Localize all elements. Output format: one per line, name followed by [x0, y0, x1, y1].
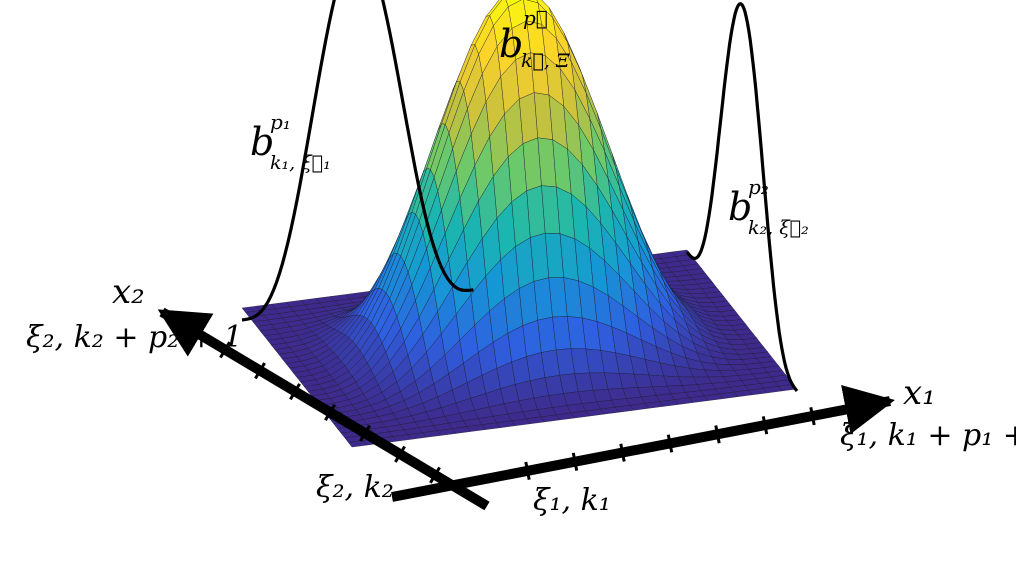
curve-2-label-sub: k₂, ξ⃗₂ [748, 217, 809, 239]
axis-tick [619, 443, 626, 462]
surface-label-sup: p⃗ [523, 6, 548, 30]
axis-tick [219, 341, 231, 359]
x1-start-knot-label: ξ₁, k₁ [533, 483, 611, 518]
axis-tick [524, 461, 531, 480]
axis-tick [571, 452, 579, 471]
axis-tick [394, 445, 406, 463]
curve-1-label-base: b [250, 120, 275, 164]
curve-1-label: b p₁ k₁, ξ⃗₁ [250, 110, 331, 174]
axis-x2 [157, 307, 490, 511]
x1-end-knot-label: ξ₁, k₁ + p₁ + 1 [840, 418, 1016, 453]
surface-label-sub: k⃗, Ξ [521, 50, 570, 72]
axis-tick [761, 416, 769, 435]
axis-tick [809, 407, 816, 426]
axis-tick [324, 404, 336, 421]
curve-2-label-sup: p₂ [748, 175, 769, 199]
curve-2-label: b p₂ k₂, ξ⃗₂ [728, 175, 809, 239]
x2-axis-label: x₂ [112, 272, 145, 312]
surface-label-base: b [499, 22, 524, 66]
x2-end-knot-label: ξ₂, k₂ + p₂ + 1 [26, 320, 243, 355]
curve-2-label-base: b [728, 185, 753, 229]
axis-tick [714, 425, 721, 444]
x1-axis-label: x₁ [903, 373, 936, 413]
axis-tick [666, 434, 674, 453]
axis-tick [429, 466, 441, 484]
axis-tick [289, 383, 301, 401]
axis-tick [254, 362, 266, 380]
axis-tick [359, 424, 371, 442]
curve-1-label-sup: p₁ [270, 110, 291, 134]
curve-1-label-sub: k₁, ξ⃗₁ [270, 152, 331, 174]
curve-2-basis-function [685, 1, 799, 392]
axis-x1 [391, 384, 895, 502]
curve-1-basis-function [241, 0, 474, 322]
x2-start-knot-label: ξ₂, k₂ [316, 470, 394, 505]
surface-label: b p⃗ k⃗, Ξ [499, 6, 569, 72]
tensor-product-surface [241, 0, 798, 448]
